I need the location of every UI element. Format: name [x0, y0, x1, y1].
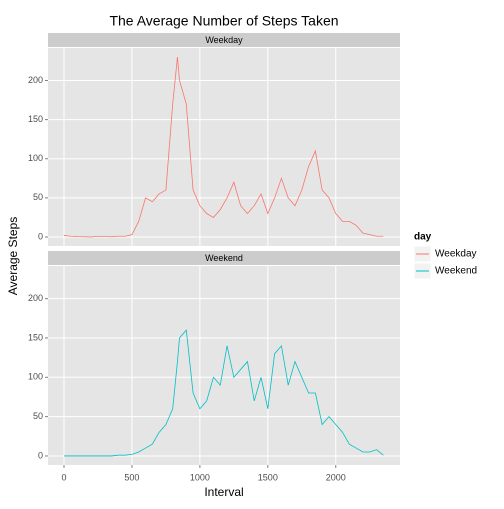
legend-title: day — [414, 232, 432, 243]
series-line — [63, 56, 384, 238]
y-axis-label: Average Steps — [6, 217, 20, 296]
legend-label: Weekend — [435, 266, 477, 277]
x-tick-label: 0 — [61, 472, 66, 482]
x-tick-label: 1500 — [258, 472, 278, 482]
x-axis-label: Interval — [204, 485, 243, 499]
x-tick-label: 1000 — [190, 472, 210, 482]
series-line — [64, 329, 384, 457]
y-tick-label: 150 — [28, 114, 43, 124]
x-tick-label: 2000 — [326, 472, 346, 482]
y-tick-label: 0 — [38, 231, 43, 241]
chart-title: The Average Number of Steps Taken — [109, 13, 338, 29]
y-tick-label: 150 — [28, 332, 43, 342]
strip-label: Weekend — [205, 253, 243, 263]
strip-label: Weekday — [205, 35, 243, 45]
strip — [48, 33, 400, 47]
y-tick-label: 100 — [28, 153, 43, 163]
y-tick-label: 50 — [33, 192, 43, 202]
y-tick-label: 100 — [28, 372, 43, 382]
y-tick-label: 200 — [28, 293, 43, 303]
legend-label: Weekday — [435, 249, 477, 260]
x-tick-label: 500 — [124, 472, 139, 482]
y-tick-label: 200 — [28, 75, 43, 85]
y-tick-label: 0 — [38, 450, 43, 460]
y-tick-label: 50 — [33, 411, 43, 421]
strip — [48, 251, 400, 265]
panel — [48, 48, 400, 246]
